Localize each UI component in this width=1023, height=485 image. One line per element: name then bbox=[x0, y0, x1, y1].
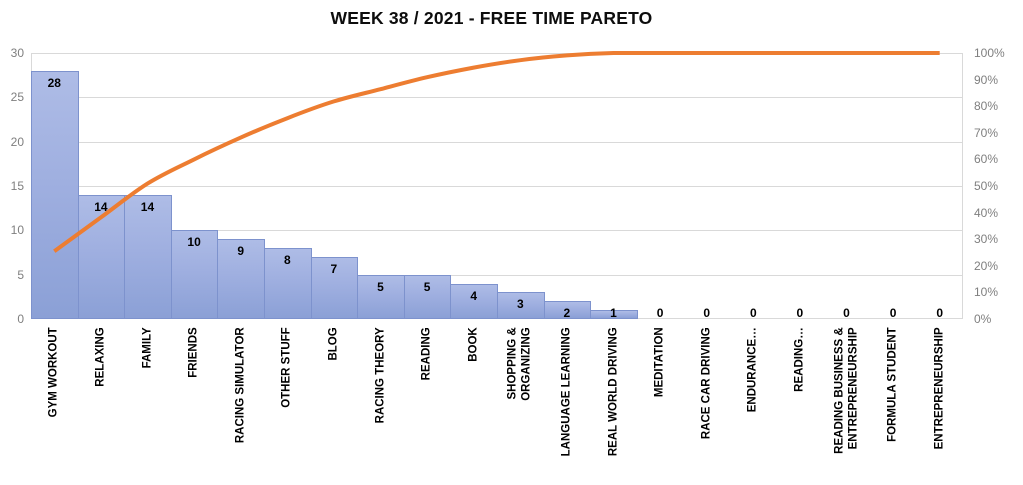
left-axis-tick: 25 bbox=[10, 90, 24, 105]
gridline bbox=[31, 274, 963, 276]
category-label: LANGUAGE LEARNING bbox=[560, 326, 573, 457]
category-label: FORMULA STUDENT bbox=[887, 326, 900, 442]
category-label: REAL WORLD DRIVING bbox=[607, 326, 620, 456]
bar-value-label: 3 bbox=[516, 297, 524, 312]
left-axis-tick: 15 bbox=[10, 179, 24, 193]
bar-value-label: 0 bbox=[796, 306, 804, 320]
category-label: ENTREPRENEURSHIP bbox=[933, 326, 946, 450]
category-label: BLOG bbox=[327, 326, 340, 361]
left-axis-tick: 0 bbox=[17, 312, 24, 326]
right-axis-tick: 20% bbox=[974, 258, 999, 273]
category-label: ENDURANCE… bbox=[747, 326, 760, 412]
category-label: READING bbox=[421, 326, 434, 381]
bar-value-label: 0 bbox=[749, 306, 757, 320]
bar bbox=[357, 274, 405, 319]
left-axis-tick: 20 bbox=[10, 134, 24, 149]
category-label: RACE CAR DRIVING bbox=[700, 326, 713, 439]
right-axis-tick: 70% bbox=[974, 125, 999, 140]
bar-value-label: 8 bbox=[283, 253, 291, 268]
category-label: OTHER STUFF bbox=[281, 326, 294, 408]
bar bbox=[450, 283, 498, 319]
bar bbox=[31, 70, 79, 319]
right-axis-tick: 80% bbox=[974, 99, 999, 114]
bar-value-label: 14 bbox=[94, 199, 108, 214]
bar-value-label: 0 bbox=[656, 306, 664, 320]
bar bbox=[497, 292, 545, 319]
bar-value-label: 0 bbox=[703, 306, 711, 320]
right-axis-tick: 30% bbox=[974, 232, 999, 247]
category-label: FRIENDS bbox=[188, 326, 201, 378]
category-label: SHOPPING & ORGANIZING bbox=[507, 326, 534, 401]
bar-value-label: 7 bbox=[330, 261, 338, 276]
bar-value-label: 4 bbox=[470, 288, 478, 303]
category-label: BOOK bbox=[467, 326, 480, 362]
right-axis-tick: 50% bbox=[974, 179, 999, 193]
bar-value-label: 9 bbox=[237, 244, 245, 259]
gridline bbox=[31, 186, 963, 187]
bar bbox=[590, 310, 638, 319]
gridline bbox=[31, 141, 963, 143]
category-label: RACING SIMULATOR bbox=[234, 326, 247, 443]
category-label: FAMILY bbox=[141, 326, 154, 369]
category-label: READING… bbox=[793, 326, 806, 392]
left-axis-tick: 5 bbox=[17, 267, 24, 282]
gridline bbox=[31, 97, 963, 99]
category-label: RELAXING bbox=[94, 326, 107, 387]
bar-value-label: 0 bbox=[889, 306, 897, 320]
right-axis-tick: 100% bbox=[974, 46, 1005, 60]
bar-value-label: 1 bbox=[610, 306, 617, 320]
category-label: RACING THEORY bbox=[374, 326, 387, 424]
bar-value-label: 5 bbox=[423, 279, 431, 294]
bar-value-label: 5 bbox=[377, 279, 384, 294]
left-axis-tick: 30 bbox=[10, 46, 24, 60]
category-label: MEDITATION bbox=[654, 326, 667, 397]
right-axis-tick: 10% bbox=[974, 285, 999, 300]
bar-value-label: 0 bbox=[843, 306, 850, 320]
bar-value-label: 0 bbox=[936, 306, 944, 320]
bar-value-label: 2 bbox=[563, 306, 571, 320]
right-axis-tick: 90% bbox=[974, 72, 999, 87]
category-label: READING BUSINESS & ENTREPRENEURSHIP bbox=[833, 326, 860, 454]
left-axis-tick: 10 bbox=[10, 223, 24, 238]
bar bbox=[264, 248, 312, 319]
chart-title: WEEK 38 / 2021 - FREE TIME PARETO bbox=[330, 8, 653, 28]
right-axis-tick: 60% bbox=[974, 152, 999, 167]
category-label: GYM WORKOUT bbox=[48, 326, 61, 418]
right-axis-tick: 0% bbox=[974, 312, 992, 326]
bar-value-label: 14 bbox=[140, 199, 155, 214]
right-axis-tick: 40% bbox=[974, 205, 999, 220]
bar-value-label: 10 bbox=[187, 235, 201, 250]
bar-value-label: 28 bbox=[47, 75, 61, 90]
